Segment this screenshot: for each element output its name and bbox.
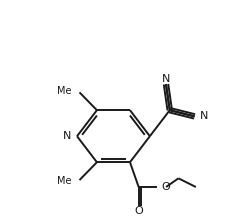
Text: O: O xyxy=(134,206,143,216)
Text: N: N xyxy=(200,111,208,121)
Text: Me: Me xyxy=(57,86,72,96)
Text: N: N xyxy=(162,74,170,84)
Text: O: O xyxy=(162,182,170,192)
Text: N: N xyxy=(63,131,72,141)
Text: Me: Me xyxy=(57,176,72,186)
